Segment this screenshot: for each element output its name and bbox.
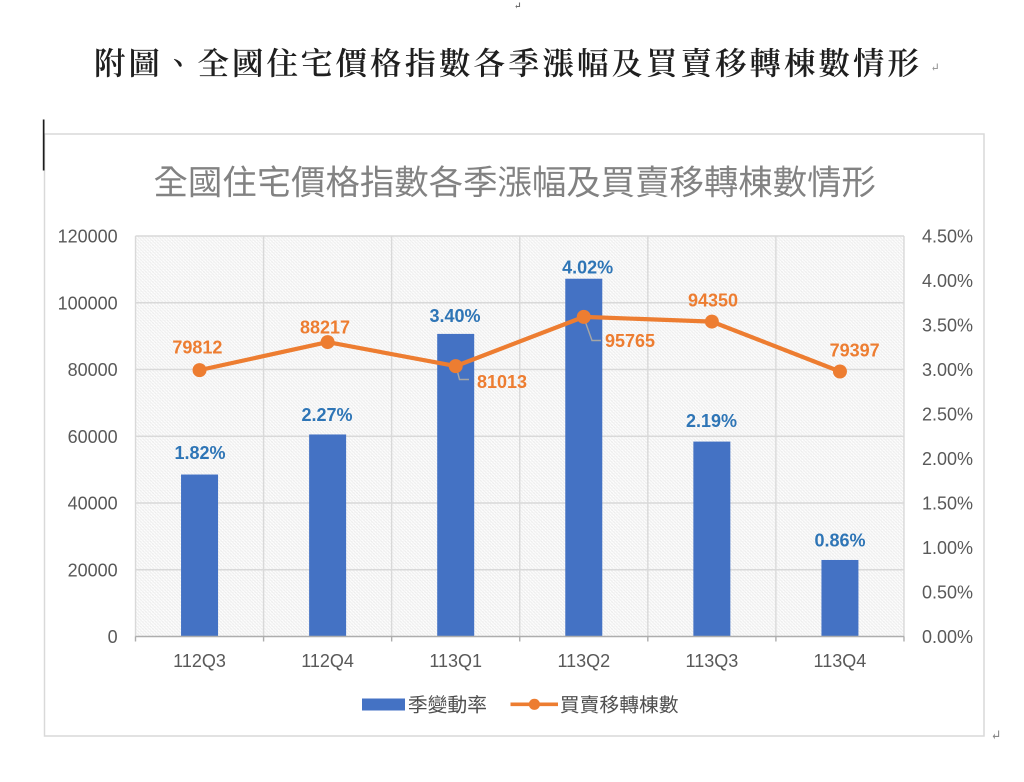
svg-text:113Q2: 113Q2 xyxy=(557,651,610,671)
svg-text:0.00%: 0.00% xyxy=(922,627,973,647)
svg-text:113Q4: 113Q4 xyxy=(814,651,867,671)
svg-text:3.50%: 3.50% xyxy=(922,316,973,336)
svg-text:20000: 20000 xyxy=(68,560,118,580)
svg-text:100000: 100000 xyxy=(58,293,118,313)
svg-text:2.50%: 2.50% xyxy=(922,405,973,425)
svg-text:81013: 81013 xyxy=(477,372,527,392)
svg-text:94350: 94350 xyxy=(688,291,738,311)
svg-text:112Q3: 112Q3 xyxy=(173,651,226,671)
svg-text:4.00%: 4.00% xyxy=(922,271,973,291)
svg-text:4.50%: 4.50% xyxy=(922,227,973,247)
svg-text:3.40%: 3.40% xyxy=(429,306,480,326)
svg-text:95765: 95765 xyxy=(605,331,655,351)
svg-text:113Q3: 113Q3 xyxy=(686,651,739,671)
svg-text:0: 0 xyxy=(108,627,118,647)
svg-text:4.02%: 4.02% xyxy=(562,257,613,277)
svg-text:112Q4: 112Q4 xyxy=(301,651,354,671)
svg-text:0.50%: 0.50% xyxy=(922,583,973,603)
svg-text:120000: 120000 xyxy=(58,227,118,247)
svg-text:1.50%: 1.50% xyxy=(922,494,973,514)
svg-text:113Q1: 113Q1 xyxy=(429,651,482,671)
svg-text:0.86%: 0.86% xyxy=(814,531,865,551)
svg-text:3.00%: 3.00% xyxy=(922,360,973,380)
svg-text:1.00%: 1.00% xyxy=(922,538,973,558)
svg-text:80000: 80000 xyxy=(68,360,118,380)
svg-text:2.27%: 2.27% xyxy=(301,405,352,425)
svg-text:40000: 40000 xyxy=(68,494,118,514)
svg-text:79397: 79397 xyxy=(830,341,880,361)
svg-text:60000: 60000 xyxy=(68,427,118,447)
svg-text:2.19%: 2.19% xyxy=(686,411,737,431)
svg-text:79812: 79812 xyxy=(172,338,222,358)
svg-text:1.82%: 1.82% xyxy=(174,443,225,463)
svg-text:2.00%: 2.00% xyxy=(922,449,973,469)
svg-text:88217: 88217 xyxy=(300,318,350,338)
